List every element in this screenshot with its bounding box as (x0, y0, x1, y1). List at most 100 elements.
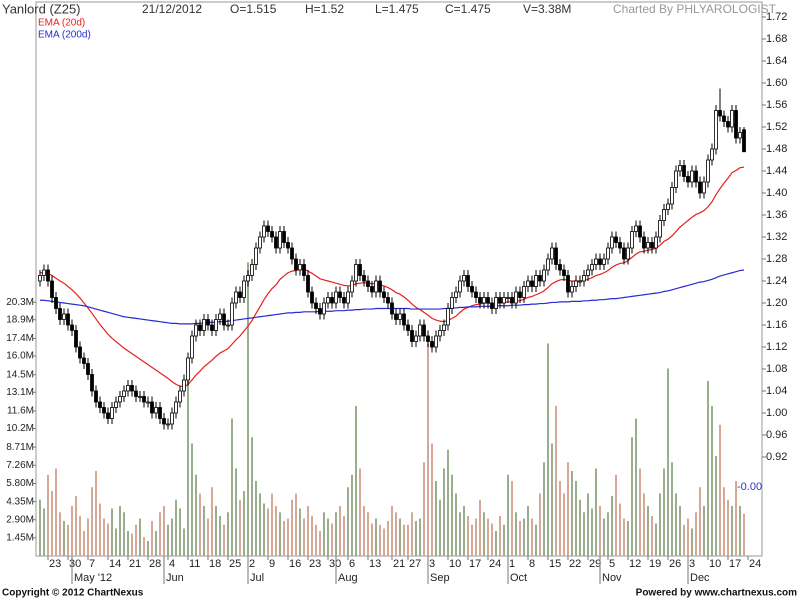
volume-bar (339, 506, 341, 556)
candle-body (690, 170, 694, 183)
powered-by: Powered by www.chartnexus.com (636, 588, 797, 599)
candle-body (122, 390, 126, 397)
candle-body (682, 165, 686, 177)
volume-bar (431, 443, 433, 556)
candle-body (430, 341, 434, 348)
candle-body (602, 258, 606, 265)
candle-body (90, 374, 94, 392)
candle-body (642, 236, 646, 249)
x-tick-label: 30 (329, 558, 341, 570)
volume-bar (391, 506, 393, 556)
volume-bar (651, 516, 653, 556)
candle-body (182, 379, 186, 392)
volume-bar (567, 462, 569, 556)
volume-bar (635, 418, 637, 556)
candle-body (354, 264, 358, 282)
volume-bar (511, 481, 513, 556)
chart-title: Yanlord (Z25) (2, 1, 81, 16)
candle-body (382, 291, 386, 298)
candle-body (134, 390, 138, 397)
volume-bar (583, 512, 585, 556)
candle-body (534, 275, 538, 287)
candle-body (94, 390, 98, 403)
candle-body (414, 335, 418, 342)
x-tick-label: 23 (49, 558, 61, 570)
volume-bar (207, 518, 209, 556)
candle-body (614, 236, 618, 243)
candle-body (66, 313, 70, 326)
candle-body (78, 346, 82, 359)
candle-body (218, 313, 222, 320)
candle-body (418, 324, 422, 337)
volume-bar (67, 524, 69, 556)
candle-body (370, 286, 374, 293)
volume-bar (547, 343, 549, 556)
volume-bar (563, 493, 565, 556)
volume-bar (443, 468, 445, 556)
volume-bar (467, 516, 469, 556)
candle-body (342, 297, 346, 304)
volume-bar (143, 537, 145, 556)
x-tick-label: 11 (189, 558, 200, 570)
volume-bar (679, 506, 681, 556)
volume-bar (671, 462, 673, 556)
volume-bar (327, 518, 329, 556)
candle-body (350, 280, 354, 293)
candle-body (662, 209, 666, 221)
candle-body (650, 242, 654, 249)
x-tick-label: 14 (109, 558, 121, 570)
candle-body (590, 264, 594, 271)
candle-body (310, 291, 314, 304)
copyright: Copyright © 2012 ChartNexus (2, 588, 144, 599)
candle-body (42, 269, 46, 276)
volume-bar (495, 531, 497, 556)
candle-body (186, 357, 190, 381)
y-tick-label: 1.52 (766, 121, 787, 133)
volume-bar (139, 518, 141, 556)
volume-bar (603, 518, 605, 556)
volume-bar (63, 521, 65, 556)
y2-tick-label: 5.80M (6, 478, 34, 489)
x-tick-label: 10 (709, 558, 721, 570)
candle-body (230, 302, 234, 326)
candle-body (166, 423, 170, 426)
candle-body (670, 187, 674, 205)
candle-body (282, 231, 286, 243)
plot-frame (35, 1, 763, 557)
candle-body (686, 176, 690, 183)
candle-body (578, 280, 582, 283)
candle-body (138, 396, 142, 398)
candle-body (250, 264, 254, 276)
candle-body (438, 330, 442, 337)
volume-bar (683, 524, 685, 556)
x-tick-label: 9 (269, 558, 275, 570)
volume-bar (283, 521, 285, 556)
candle-body (86, 363, 90, 375)
x-tick-label: 27 (409, 558, 421, 570)
candle-body (550, 247, 554, 260)
candle-body (242, 280, 246, 298)
volume-bar (51, 491, 53, 556)
candle-body (226, 324, 230, 327)
candle-body (514, 291, 518, 304)
volume-bar (743, 513, 745, 556)
volume-bar (715, 456, 717, 556)
candle-body (174, 401, 178, 414)
volume-bar (383, 528, 385, 556)
candle-body (314, 302, 318, 309)
candle-body (518, 291, 522, 298)
volume-bar (239, 499, 241, 556)
volume-bar (471, 524, 473, 556)
volume-bar (499, 516, 501, 556)
candle-body (262, 225, 266, 238)
volume-bar (611, 496, 613, 556)
volume-bar (251, 437, 253, 556)
volume-bar (527, 506, 529, 556)
candle-body (562, 269, 566, 276)
volume-bar (423, 462, 425, 556)
candle-body (574, 280, 578, 287)
y-tick-label: 1.72 (766, 11, 787, 23)
volume-bar (551, 443, 553, 556)
candle-body (702, 181, 706, 194)
x-tick-label: 22 (569, 558, 581, 570)
